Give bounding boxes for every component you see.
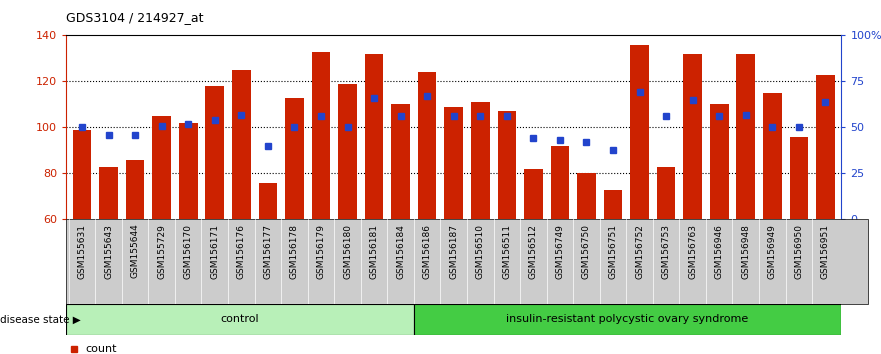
Text: GSM156948: GSM156948 [741, 224, 751, 279]
Text: GSM155631: GSM155631 [78, 224, 86, 279]
Text: GSM156181: GSM156181 [369, 224, 379, 279]
Bar [152, 116, 171, 219]
Text: GSM156750: GSM156750 [582, 224, 591, 279]
Bar [737, 54, 755, 219]
Bar [444, 107, 463, 219]
Text: GSM156176: GSM156176 [237, 224, 246, 279]
Bar [551, 146, 569, 219]
Text: GSM156763: GSM156763 [688, 224, 697, 279]
Text: GSM156510: GSM156510 [476, 224, 485, 279]
Bar [66, 304, 413, 335]
Bar [391, 104, 410, 219]
Bar [710, 104, 729, 219]
Bar [763, 93, 781, 219]
Bar [630, 45, 649, 219]
Text: GSM156179: GSM156179 [316, 224, 325, 279]
Text: GSM156184: GSM156184 [396, 224, 405, 279]
Text: GSM156178: GSM156178 [290, 224, 299, 279]
Text: count: count [85, 344, 117, 354]
Text: GSM156171: GSM156171 [211, 224, 219, 279]
Text: GSM156170: GSM156170 [184, 224, 193, 279]
Bar [205, 86, 224, 219]
Bar [73, 130, 92, 219]
Bar [100, 166, 118, 219]
Text: GSM156180: GSM156180 [343, 224, 352, 279]
Bar [312, 51, 330, 219]
Bar [338, 84, 357, 219]
Bar [524, 169, 543, 219]
Bar [232, 70, 250, 219]
Text: GDS3104 / 214927_at: GDS3104 / 214927_at [66, 11, 204, 24]
Bar [258, 183, 278, 219]
Text: GSM156950: GSM156950 [795, 224, 803, 279]
Bar [471, 102, 490, 219]
Bar [498, 111, 516, 219]
Text: GSM156177: GSM156177 [263, 224, 272, 279]
Text: GSM156511: GSM156511 [502, 224, 511, 279]
Bar [179, 123, 197, 219]
Text: GSM156186: GSM156186 [423, 224, 432, 279]
Text: disease state ▶: disease state ▶ [0, 314, 81, 325]
Bar [816, 74, 834, 219]
Bar [365, 54, 383, 219]
Text: GSM156187: GSM156187 [449, 224, 458, 279]
Bar [789, 137, 808, 219]
Bar [285, 97, 304, 219]
Bar [413, 304, 841, 335]
Bar [657, 166, 676, 219]
Text: GSM156753: GSM156753 [662, 224, 670, 279]
Text: GSM156951: GSM156951 [821, 224, 830, 279]
Bar [684, 54, 702, 219]
Bar [603, 189, 622, 219]
Text: GSM155729: GSM155729 [157, 224, 167, 279]
Text: GSM156946: GSM156946 [714, 224, 723, 279]
Text: GSM155644: GSM155644 [130, 224, 139, 279]
Text: GSM156752: GSM156752 [635, 224, 644, 279]
Text: GSM156751: GSM156751 [609, 224, 618, 279]
Text: GSM156749: GSM156749 [555, 224, 565, 279]
Bar [418, 72, 436, 219]
Text: GSM155643: GSM155643 [104, 224, 113, 279]
Text: control: control [220, 314, 259, 325]
Text: GSM156512: GSM156512 [529, 224, 538, 279]
Text: GSM156949: GSM156949 [768, 224, 777, 279]
Bar [577, 173, 596, 219]
Bar [126, 160, 144, 219]
Text: insulin-resistant polycystic ovary syndrome: insulin-resistant polycystic ovary syndr… [507, 314, 749, 325]
